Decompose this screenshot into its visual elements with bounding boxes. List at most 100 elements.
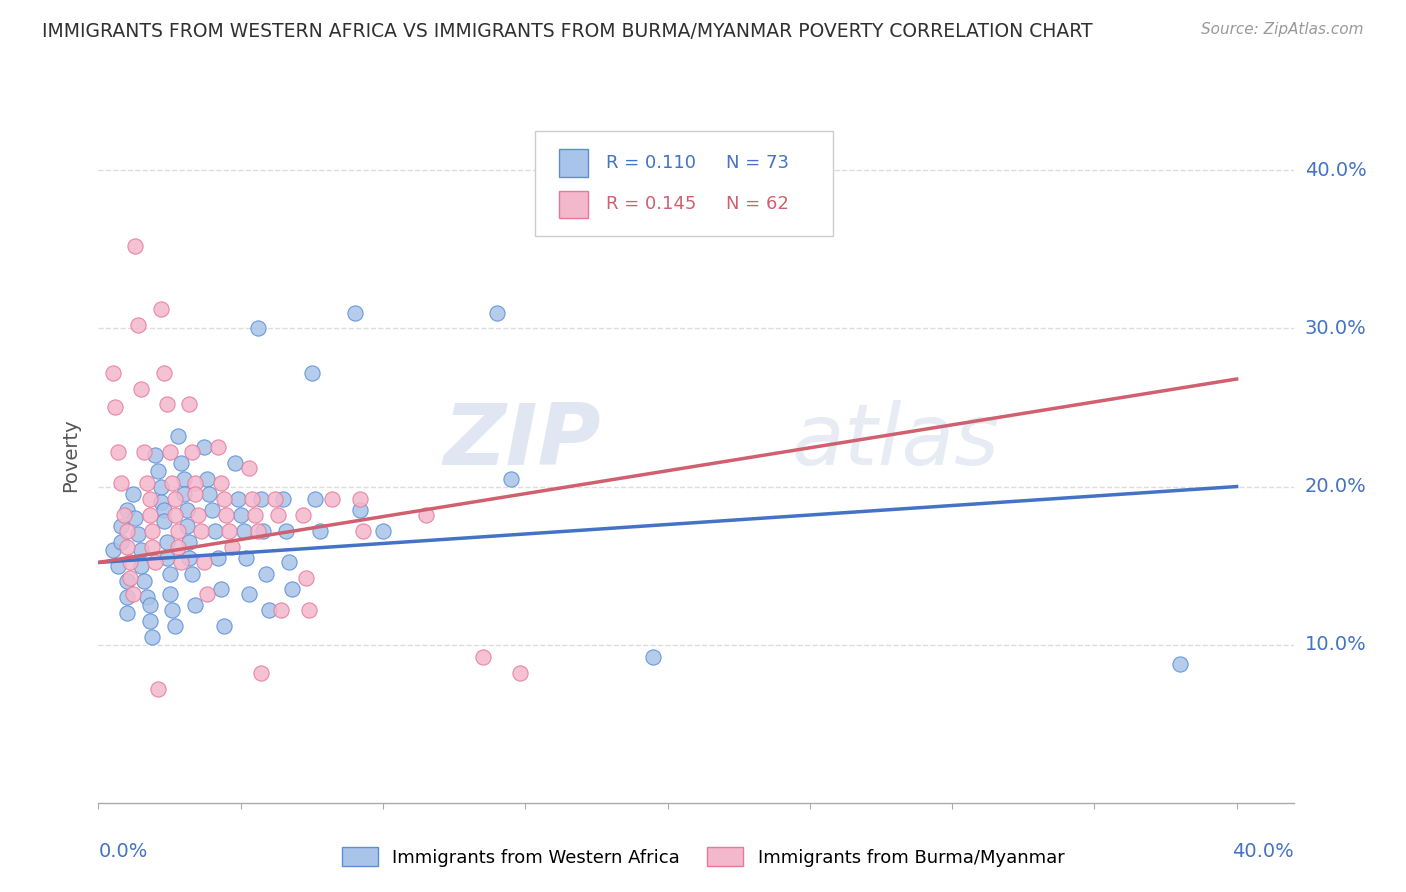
- Point: [153, 514, 176, 528]
- Point: [143, 556, 166, 570]
- Point: [115, 524, 138, 538]
- Point: [249, 666, 271, 681]
- Point: [246, 321, 269, 335]
- Point: [170, 456, 193, 470]
- Point: [204, 524, 226, 538]
- Point: [167, 524, 190, 538]
- FancyBboxPatch shape: [534, 131, 834, 235]
- Point: [156, 534, 179, 549]
- Point: [153, 503, 176, 517]
- Point: [156, 397, 179, 411]
- Point: [135, 591, 157, 605]
- Point: [209, 582, 232, 597]
- Point: [246, 524, 269, 538]
- Point: [179, 550, 201, 565]
- Point: [243, 508, 266, 522]
- Point: [165, 618, 187, 632]
- Point: [124, 239, 146, 253]
- Point: [209, 476, 232, 491]
- Text: IMMIGRANTS FROM WESTERN AFRICA VS IMMIGRANTS FROM BURMA/MYANMAR POVERTY CORRELAT: IMMIGRANTS FROM WESTERN AFRICA VS IMMIGR…: [42, 22, 1092, 41]
- Point: [118, 571, 141, 585]
- Y-axis label: Poverty: Poverty: [60, 418, 80, 491]
- Text: 10.0%: 10.0%: [1305, 635, 1367, 654]
- Point: [292, 508, 315, 522]
- Point: [371, 524, 394, 538]
- Point: [104, 401, 127, 415]
- Text: R = 0.145: R = 0.145: [606, 195, 697, 213]
- Point: [159, 566, 181, 581]
- Point: [184, 598, 207, 612]
- Text: ZIP: ZIP: [443, 400, 600, 483]
- Text: Source: ZipAtlas.com: Source: ZipAtlas.com: [1201, 22, 1364, 37]
- Point: [132, 444, 155, 458]
- Point: [143, 448, 166, 462]
- Point: [184, 476, 207, 491]
- Point: [110, 519, 132, 533]
- Point: [509, 666, 531, 681]
- Point: [107, 444, 129, 458]
- Point: [471, 650, 494, 665]
- Point: [159, 444, 181, 458]
- Point: [141, 630, 163, 644]
- Point: [304, 492, 326, 507]
- Point: [212, 492, 235, 507]
- Point: [150, 479, 173, 493]
- Point: [321, 492, 343, 507]
- Point: [249, 492, 271, 507]
- Point: [235, 550, 257, 565]
- Point: [115, 540, 138, 554]
- Point: [212, 618, 235, 632]
- Point: [107, 558, 129, 573]
- Point: [112, 508, 135, 522]
- Point: [132, 574, 155, 589]
- Text: 20.0%: 20.0%: [1305, 477, 1367, 496]
- Point: [295, 571, 318, 585]
- Point: [352, 524, 374, 538]
- Point: [198, 487, 221, 501]
- Point: [138, 598, 160, 612]
- Point: [238, 460, 260, 475]
- Point: [278, 556, 301, 570]
- Point: [281, 582, 304, 597]
- Point: [179, 534, 201, 549]
- Point: [263, 492, 285, 507]
- Point: [138, 614, 160, 628]
- Point: [115, 606, 138, 620]
- Point: [129, 542, 152, 557]
- Bar: [558, 191, 589, 219]
- Point: [643, 650, 665, 665]
- Point: [110, 476, 132, 491]
- Point: [301, 366, 323, 380]
- Text: atlas: atlas: [792, 400, 1000, 483]
- Point: [138, 508, 160, 522]
- Legend: Immigrants from Western Africa, Immigrants from Burma/Myanmar: Immigrants from Western Africa, Immigran…: [335, 840, 1071, 874]
- Point: [267, 508, 290, 522]
- Point: [148, 464, 170, 478]
- Point: [141, 524, 163, 538]
- Point: [121, 587, 143, 601]
- Point: [167, 429, 190, 443]
- Point: [349, 503, 371, 517]
- Point: [153, 366, 176, 380]
- Point: [218, 524, 240, 538]
- Point: [207, 440, 229, 454]
- Point: [179, 397, 201, 411]
- Point: [167, 540, 190, 554]
- Point: [156, 550, 179, 565]
- Point: [101, 366, 124, 380]
- Point: [415, 508, 437, 522]
- Point: [257, 603, 280, 617]
- Point: [499, 472, 522, 486]
- Text: 40.0%: 40.0%: [1305, 161, 1367, 180]
- Point: [162, 603, 184, 617]
- Point: [229, 508, 252, 522]
- Point: [485, 305, 508, 319]
- Point: [187, 508, 209, 522]
- Point: [162, 476, 184, 491]
- Point: [224, 456, 246, 470]
- Bar: [558, 149, 589, 177]
- Point: [110, 534, 132, 549]
- Point: [195, 587, 218, 601]
- Point: [118, 556, 141, 570]
- Point: [238, 587, 260, 601]
